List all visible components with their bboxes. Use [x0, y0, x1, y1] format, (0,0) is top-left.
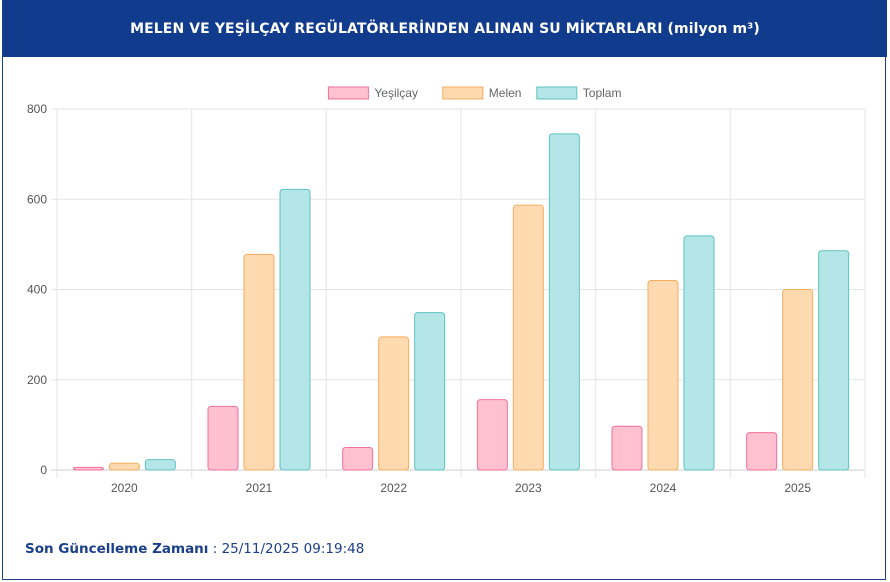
bar-toplam-2024[interactable] [683, 235, 715, 471]
bar-toplam-2021[interactable] [279, 188, 311, 471]
bar-melen-2020[interactable] [108, 462, 140, 471]
chart-title: MELEN VE YEŞİLÇAY REGÜLATÖRLERİNDEN ALIN… [130, 20, 760, 37]
last-updated: Son Güncelleme Zamanı : 25/11/2025 09:19… [25, 541, 364, 557]
bar-ye-il-ay-2023[interactable] [476, 399, 508, 471]
bar-toplam-2025[interactable] [818, 250, 850, 471]
axes: 0 200 400 600 800 2020 2021 2022 2023 2024 2025 [27, 102, 811, 495]
legend-item-toplam[interactable]: Toplam [536, 86, 622, 100]
legend-label-toplam: Toplam [583, 86, 622, 100]
bar-toplam-2023[interactable] [548, 133, 580, 471]
legend-item-ye-il-ay[interactable]: Yeşilçay [327, 86, 418, 100]
legend-swatch-ye-il-ay [327, 86, 369, 100]
bar-ye-il-ay-2021[interactable] [207, 405, 239, 471]
y-tick-label: 800 [27, 102, 47, 116]
bar-melen-2021[interactable] [243, 253, 275, 471]
last-updated-separator: : [208, 541, 222, 557]
bar-ye-il-ay-2024[interactable] [611, 425, 643, 471]
x-tick-label: 2025 [784, 481, 811, 495]
chart-header: MELEN VE YEŞİLÇAY REGÜLATÖRLERİNDEN ALIN… [3, 0, 887, 57]
last-updated-value: 25/11/2025 09:19:48 [221, 541, 365, 557]
y-tick-label: 0 [40, 463, 47, 477]
grid-lines [51, 108, 866, 478]
bar-melen-2023[interactable] [512, 204, 544, 471]
legend-swatch-toplam [536, 86, 578, 100]
bar-ye-il-ay-2020[interactable] [72, 466, 104, 471]
bar-chart: 0 200 400 600 800 2020 2021 2022 2023 2024 2025 Ye… [27, 86, 866, 495]
x-tick-label: 2024 [650, 481, 677, 495]
bars [72, 133, 850, 471]
bar-melen-2025[interactable] [782, 289, 814, 471]
bar-ye-il-ay-2025[interactable] [746, 432, 778, 471]
x-tick-label: 2020 [111, 481, 138, 495]
legend-item-melen[interactable]: Melen [442, 86, 522, 100]
x-tick-label: 2021 [246, 481, 273, 495]
last-updated-label: Son Güncelleme Zamanı [25, 541, 209, 557]
legend[interactable]: Yeşilçay Melen Toplam [327, 86, 622, 100]
y-tick-label: 400 [27, 283, 47, 297]
bar-melen-2024[interactable] [647, 280, 679, 471]
bar-melen-2022[interactable] [378, 336, 410, 471]
y-tick-label: 200 [27, 373, 47, 387]
y-tick-label: 600 [27, 192, 47, 206]
bar-toplam-2020[interactable] [144, 459, 176, 471]
legend-swatch-melen [442, 86, 484, 100]
legend-label-melen: Melen [489, 86, 522, 100]
x-tick-label: 2023 [515, 481, 542, 495]
bar-ye-il-ay-2022[interactable] [342, 446, 374, 471]
bar-toplam-2022[interactable] [414, 312, 446, 471]
x-tick-label: 2022 [380, 481, 407, 495]
legend-label-ye-il-ay: Yeşilçay [374, 86, 418, 100]
